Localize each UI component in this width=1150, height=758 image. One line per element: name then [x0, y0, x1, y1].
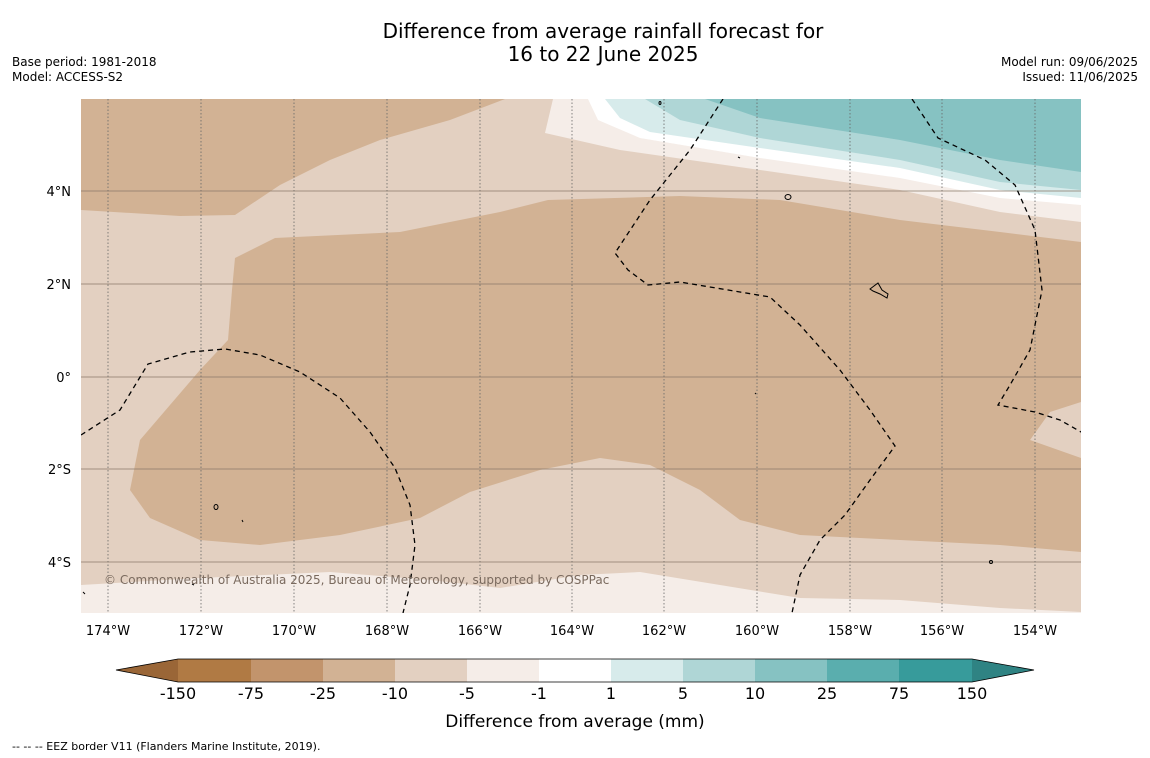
anomaly-region-wet-3	[705, 99, 1081, 172]
colorbar-segment	[683, 659, 755, 682]
base-period: Base period: 1981-2018	[12, 55, 157, 69]
x-tick-label: 160°W	[735, 624, 779, 639]
colorbar-segment	[178, 659, 251, 682]
anomaly-region-central	[130, 196, 1081, 552]
colorbar-tick-label: -10	[382, 684, 408, 703]
colorbar-tick-label: 25	[817, 684, 837, 703]
x-tick-label: 154°W	[1013, 624, 1057, 639]
x-tick-label: 164°W	[550, 624, 594, 639]
y-tick-label: 2°S	[48, 463, 71, 478]
x-tick-label: 172°W	[179, 624, 223, 639]
colorbar-tick-label: 75	[889, 684, 909, 703]
x-axis-ticks: 174°W 172°W 170°W 168°W 166°W 164°W 162°…	[86, 624, 1057, 639]
parallel-gridlines	[81, 190, 1081, 563]
model-run: Model run: 09/06/2025	[1000, 55, 1138, 69]
colorbar-segment	[611, 659, 683, 682]
islands	[82, 101, 993, 595]
colorbar-tick-label: -5	[459, 684, 475, 703]
x-tick-label: 170°W	[272, 624, 316, 639]
y-axis-ticks: 4°N 2°N 0° 2°S 4°S	[47, 185, 72, 571]
meta-left: Base period: 1981-2018 Model: ACCESS-S2	[12, 55, 157, 85]
colorbar-segment	[251, 659, 323, 682]
eez-borders	[81, 99, 1081, 613]
anomaly-region-near-zero-south	[81, 572, 1081, 613]
issued-date: Issued: 11/06/2025	[1022, 70, 1138, 84]
meridian-gridlines	[107, 99, 1036, 613]
chart-title: Difference from average rainfall forecas…	[0, 20, 1150, 66]
y-tick-label: 4°S	[48, 556, 71, 571]
colorbar: -150 -75 -25 -10 -5 -1 1 5 10 25 75 150	[115, 658, 1035, 703]
colorbar-segment	[539, 659, 611, 682]
y-tick-label: 2°N	[47, 278, 72, 293]
colorbar-segment	[467, 659, 539, 682]
copyright-text: © Commonwealth of Australia 2025, Bureau…	[104, 573, 609, 587]
colorbar-arrow-right	[972, 659, 1034, 682]
anomaly-region-northwest	[81, 99, 505, 216]
colorbar-tick-label: 1	[606, 684, 616, 703]
x-tick-label: 168°W	[365, 624, 409, 639]
colorbar-segment	[395, 659, 467, 682]
model-name: Model: ACCESS-S2	[12, 70, 124, 84]
colorbar-outline	[115, 658, 1035, 683]
colorbar-arrow-left	[116, 659, 178, 682]
meta-right: Model run: 09/06/2025 Issued: 11/06/2025	[1001, 55, 1138, 85]
x-tick-label: 156°W	[920, 624, 964, 639]
title-line-1: Difference from average rainfall forecas…	[382, 19, 824, 43]
x-tick-label: 166°W	[458, 624, 502, 639]
map-fields	[81, 99, 1081, 613]
colorbar-segment	[323, 659, 395, 682]
colorbar-tick-label: -150	[160, 684, 196, 703]
colorbar-tick-label: -75	[238, 684, 264, 703]
y-tick-label: 0°	[56, 371, 71, 386]
colorbar-label: Difference from average (mm)	[445, 712, 705, 732]
colorbar-tick-label: -25	[310, 684, 336, 703]
colorbar-segment	[827, 659, 899, 682]
colorbar-ticks: -150 -75 -25 -10 -5 -1 1 5 10 25 75 150	[160, 684, 987, 703]
colorbar-tick-label: 5	[678, 684, 688, 703]
eez-legend-note: -- -- -- EEZ border V11 (Flanders Marine…	[12, 740, 321, 753]
y-tick-label: 4°N	[47, 185, 72, 200]
colorbar-tick-label: 150	[957, 684, 988, 703]
colorbar-tick-label: -1	[531, 684, 547, 703]
colorbar-tick-label: 10	[745, 684, 765, 703]
title-line-2: 16 to 22 June 2025	[507, 42, 699, 66]
x-tick-label: 158°W	[828, 624, 872, 639]
colorbar-segment	[755, 659, 827, 682]
colorbar-segment	[899, 659, 972, 682]
x-tick-label: 162°W	[642, 624, 686, 639]
x-tick-label: 174°W	[86, 624, 130, 639]
